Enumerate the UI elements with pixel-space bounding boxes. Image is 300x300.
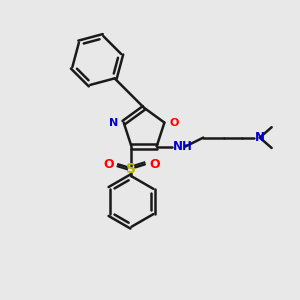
- Text: O: O: [170, 118, 179, 128]
- Text: O: O: [149, 158, 160, 171]
- Text: N: N: [109, 118, 119, 128]
- Text: O: O: [103, 158, 114, 171]
- Text: S: S: [127, 162, 136, 176]
- Text: NH: NH: [173, 140, 193, 153]
- Text: N: N: [255, 131, 265, 144]
